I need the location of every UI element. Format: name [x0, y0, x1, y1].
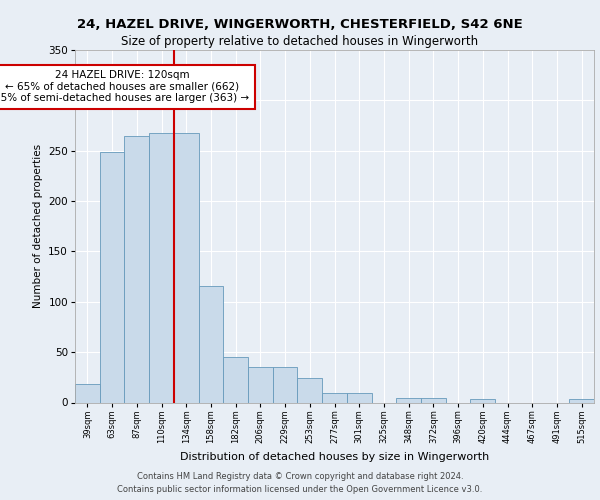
X-axis label: Distribution of detached houses by size in Wingerworth: Distribution of detached houses by size … [180, 452, 489, 462]
Bar [273, 367, 298, 402]
Bar [174, 132, 199, 402]
Bar [421, 398, 446, 402]
Bar [347, 394, 371, 402]
Bar [298, 378, 322, 402]
Bar [322, 394, 347, 402]
Bar [124, 136, 149, 402]
Bar [396, 398, 421, 402]
Bar [470, 400, 495, 402]
Bar [149, 132, 174, 402]
Text: 24 HAZEL DRIVE: 120sqm
← 65% of detached houses are smaller (662)
35% of semi-de: 24 HAZEL DRIVE: 120sqm ← 65% of detached… [0, 70, 250, 103]
Bar [248, 367, 273, 402]
Text: Size of property relative to detached houses in Wingerworth: Size of property relative to detached ho… [121, 35, 479, 48]
Text: Contains HM Land Registry data © Crown copyright and database right 2024.
Contai: Contains HM Land Registry data © Crown c… [118, 472, 482, 494]
Bar [100, 152, 124, 402]
Bar [75, 384, 100, 402]
Bar [569, 400, 594, 402]
Text: 24, HAZEL DRIVE, WINGERWORTH, CHESTERFIELD, S42 6NE: 24, HAZEL DRIVE, WINGERWORTH, CHESTERFIE… [77, 18, 523, 30]
Bar [199, 286, 223, 403]
Bar [223, 357, 248, 403]
Y-axis label: Number of detached properties: Number of detached properties [33, 144, 43, 308]
